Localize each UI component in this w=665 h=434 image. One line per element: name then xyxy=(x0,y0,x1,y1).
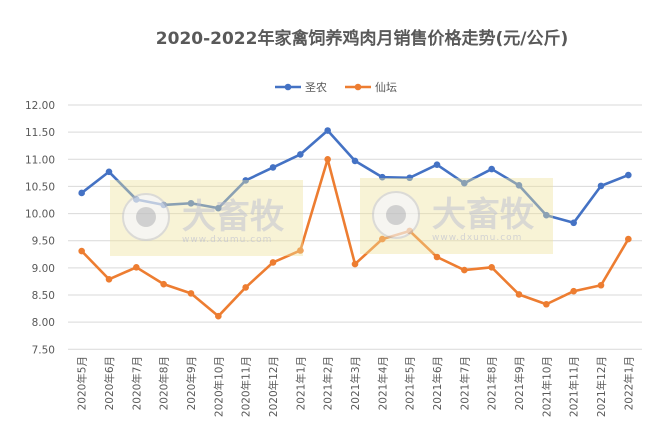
y-tick-label: 9.00 xyxy=(32,263,55,275)
y-tick-label: 7.50 xyxy=(32,344,55,356)
x-tick-label: 2021年5月 xyxy=(404,356,417,410)
data-point xyxy=(570,219,577,227)
data-point xyxy=(269,164,277,171)
data-point xyxy=(625,171,632,179)
data-point xyxy=(351,157,359,165)
data-point xyxy=(597,182,605,190)
legend-marker xyxy=(354,83,362,91)
data-point xyxy=(242,177,249,184)
data-point xyxy=(433,253,441,261)
watermark-url: www.dxumu.com xyxy=(432,233,522,243)
data-point xyxy=(105,168,113,176)
x-tick-label: 2020年7月 xyxy=(130,356,143,410)
legend-label: 仙坛 xyxy=(375,81,397,94)
data-point xyxy=(515,182,523,189)
y-tick-label: 10.50 xyxy=(25,181,55,193)
data-point xyxy=(324,127,331,134)
data-point xyxy=(515,291,523,298)
data-point xyxy=(215,312,222,320)
x-tick-label: 2020年6月 xyxy=(103,356,116,410)
data-point xyxy=(488,165,495,173)
chart-title: 2020-2022年家禽饲养鸡肉月销售价格走势(元/公斤) xyxy=(156,28,568,49)
data-point xyxy=(597,281,605,289)
data-point xyxy=(379,235,386,243)
data-point xyxy=(78,247,85,255)
data-point xyxy=(160,280,167,288)
data-point xyxy=(543,211,550,219)
x-tick-label: 2020年11月 xyxy=(240,356,253,417)
legend: 圣农 仙坛 xyxy=(275,80,397,94)
data-point xyxy=(461,179,468,187)
data-point xyxy=(215,204,222,212)
y-tick-label: 8.00 xyxy=(32,317,55,329)
x-tick-label: 2021年6月 xyxy=(431,356,444,410)
data-point xyxy=(105,275,113,283)
y-tick-label: 9.50 xyxy=(32,236,55,248)
x-tick-label: 2021年7月 xyxy=(458,356,471,410)
data-point xyxy=(187,199,195,207)
data-point xyxy=(78,189,85,197)
x-tick-label: 2021年1月 xyxy=(294,356,307,410)
series-shengnong xyxy=(78,127,632,227)
data-point xyxy=(488,264,495,271)
watermark-url: www.dxumu.com xyxy=(182,235,272,245)
data-point xyxy=(242,284,249,291)
watermark-logo-text: 大畜牧 xyxy=(432,195,535,235)
y-tick-label: 8.50 xyxy=(32,290,55,302)
y-tick-label: 10.00 xyxy=(25,209,55,221)
data-point xyxy=(187,290,195,297)
x-tick-label: 2020年5月 xyxy=(76,356,89,410)
x-tick-label: 2021年2月 xyxy=(322,356,335,410)
y-tick-label: 11.50 xyxy=(25,127,55,139)
data-point xyxy=(351,260,359,268)
data-point xyxy=(324,155,331,163)
x-tick-label: 2021年10月 xyxy=(540,356,553,417)
x-tick-label: 2021年12月 xyxy=(595,356,608,417)
watermark-logo-eye xyxy=(136,207,156,227)
x-tick-label: 2021年3月 xyxy=(349,356,362,410)
data-point xyxy=(269,259,277,266)
data-point xyxy=(570,287,577,295)
x-axis-ticks: 2020年5月 2020年6月 2020年7月 2020年8月 2020年9月 2020年… xyxy=(76,356,636,417)
x-tick-label: 2020年9月 xyxy=(185,356,198,410)
x-tick-label: 2021年9月 xyxy=(513,356,526,410)
data-point xyxy=(379,173,386,181)
data-point xyxy=(297,247,304,254)
x-tick-label: 2021年4月 xyxy=(376,356,389,410)
data-point xyxy=(543,300,550,308)
watermark-logo-text: 大畜牧 xyxy=(182,197,285,237)
legend-label: 圣农 xyxy=(305,80,327,94)
legend-marker xyxy=(284,83,292,91)
data-point xyxy=(433,161,441,169)
data-point xyxy=(625,235,632,243)
watermark-logo-eye xyxy=(386,205,406,225)
y-tick-label: 11.00 xyxy=(25,154,55,166)
x-tick-label: 2020年12月 xyxy=(267,356,280,417)
y-tick-label: 12.00 xyxy=(25,100,55,112)
data-point xyxy=(133,264,140,271)
data-point xyxy=(461,266,468,274)
x-tick-label: 2021年8月 xyxy=(486,356,499,410)
x-tick-label: 2021年11月 xyxy=(568,356,581,417)
x-tick-label: 2020年8月 xyxy=(158,356,171,410)
y-axis-ticks: 12.00 11.50 11.00 10.50 10.00 9.50 9.00 8.50 8.0… xyxy=(25,100,55,356)
data-point xyxy=(406,174,413,182)
x-tick-label: 2022年1月 xyxy=(622,356,635,410)
data-point xyxy=(297,151,304,158)
series-group xyxy=(78,127,632,320)
x-tick-label: 2020年10月 xyxy=(212,356,225,417)
